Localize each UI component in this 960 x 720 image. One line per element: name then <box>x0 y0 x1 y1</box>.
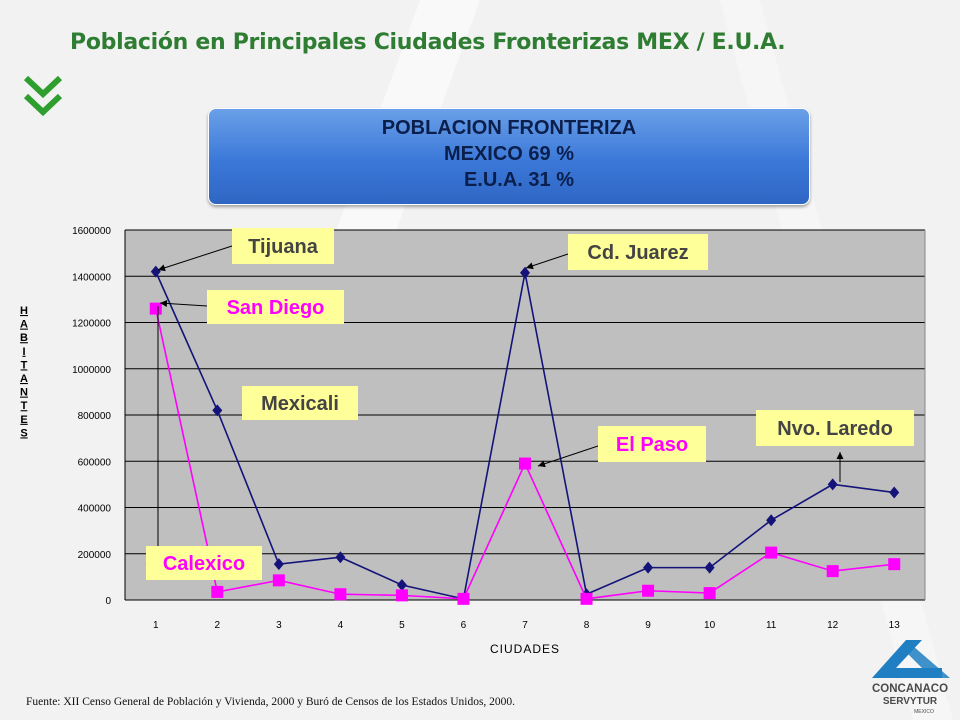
usa-point <box>888 558 901 571</box>
annotation-box <box>598 426 706 462</box>
mexico-point <box>889 486 900 499</box>
population-chart: Tijuana San Diego Mexicali Calexico Cd. Juar… <box>20 226 926 656</box>
annotation-arrowhead <box>836 452 844 459</box>
annotation-arrow <box>525 253 569 269</box>
x-tick-label: 9 <box>645 620 651 631</box>
usa-point <box>211 585 224 598</box>
x-tick-label: 13 <box>889 620 901 631</box>
usa-point <box>519 457 531 470</box>
logo-name: CONCANACO <box>872 683 948 695</box>
x-tick-label: 2 <box>215 620 221 631</box>
x-tick-label: 11 <box>766 620 777 631</box>
mexico-point <box>150 265 161 278</box>
summary-heading: POBLACION FRONTERIZA <box>381 117 637 139</box>
mexico-point <box>212 404 223 417</box>
y-tick-label: 1600000 <box>72 226 111 237</box>
y-tick-label: 200000 <box>78 550 112 561</box>
annotation-box <box>146 546 262 580</box>
annotation-arrow <box>159 302 208 307</box>
x-tick-label: 3 <box>276 620 282 631</box>
logo-country: MEXICO <box>914 709 934 715</box>
x-tick-label: 8 <box>584 620 590 631</box>
annotation-box <box>242 386 358 420</box>
chevron-down-icon <box>23 75 63 117</box>
usa-point <box>457 592 470 605</box>
source-note: Fuente: XII Censo General de Población y… <box>26 696 516 708</box>
x-tick-label: 4 <box>338 620 344 631</box>
annotation-box <box>568 234 708 270</box>
annotation-arrow <box>537 445 599 467</box>
usa-point <box>334 588 347 601</box>
y-tick-label: 1200000 <box>72 319 111 330</box>
usa-point <box>703 587 716 600</box>
annotation-label: El Paso <box>616 434 688 456</box>
mexico-point <box>704 561 715 574</box>
annotation-arrowhead <box>526 262 534 270</box>
mexico-point <box>827 478 838 491</box>
annotation-arrowhead <box>158 264 166 272</box>
x-tick-label: 12 <box>827 620 839 631</box>
mexico-point <box>766 514 777 527</box>
usa-point <box>149 302 162 315</box>
annotation-label: Calexico <box>163 553 245 575</box>
mexico-point <box>643 561 654 574</box>
annotation-label: Nvo. Laredo <box>777 418 893 440</box>
annotation-label: Tijuana <box>248 236 319 258</box>
logo-sub: SERVYTUR <box>883 696 938 707</box>
x-tick-label: 6 <box>461 620 467 631</box>
y-tick-label: 1000000 <box>72 365 111 376</box>
x-tick-label: 1 <box>153 620 159 631</box>
mexico-point <box>273 558 284 571</box>
summary-usa: E.U.A. 31 % <box>463 169 575 191</box>
summary-mexico: MEXICO 69 % <box>443 143 575 165</box>
usa-point <box>395 589 408 602</box>
x-tick-label: 5 <box>399 620 405 631</box>
annotation-box <box>207 290 344 324</box>
y-tick-label: 600000 <box>78 457 112 468</box>
annotation-arrow <box>157 245 233 271</box>
y-tick-label: 400000 <box>78 504 112 515</box>
annotation-arrowhead <box>538 460 546 468</box>
usa-point <box>765 546 778 559</box>
annotation-box <box>232 228 334 264</box>
x-tick-label: 10 <box>704 620 716 631</box>
mexico-point <box>335 551 346 564</box>
annotation-label: Mexicali <box>261 393 339 415</box>
x-axis-label: CIUDADES <box>490 642 560 656</box>
x-tick-label: 7 <box>522 620 528 631</box>
y-tick-label: 0 <box>105 596 111 607</box>
annotation-label: San Diego <box>227 297 325 319</box>
y-tick-label: 1400000 <box>72 272 111 283</box>
annotation-box <box>756 410 914 446</box>
summary-box: POBLACION FRONTERIZA MEXICO 69 % E.U.A. … <box>208 108 810 205</box>
annotation-arrowhead <box>160 299 168 307</box>
annotation-label: Cd. Juarez <box>587 242 688 264</box>
usa-point <box>580 592 593 605</box>
usa-point <box>826 565 839 578</box>
usa-point <box>272 574 285 587</box>
mexico-point <box>396 578 407 591</box>
page-title: Población en Principales Ciudades Fronte… <box>70 30 786 55</box>
mexico-point <box>520 266 530 279</box>
concanaco-logo: CONCANACO SERVYTUR MEXICO <box>872 640 950 715</box>
usa-point <box>642 584 655 597</box>
y-tick-label: 800000 <box>78 411 112 422</box>
